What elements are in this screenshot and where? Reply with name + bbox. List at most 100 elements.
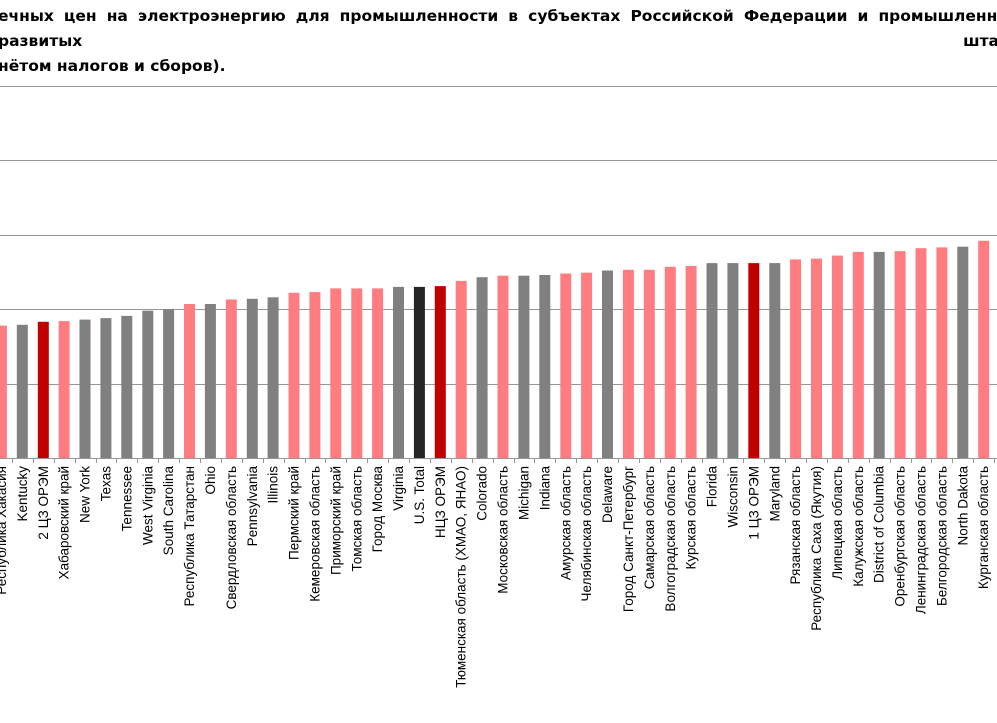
x-tick-label: Wisconsin xyxy=(725,466,740,528)
x-tick-label: Курская область xyxy=(684,466,699,569)
x-tick-label: U.S. Total xyxy=(412,466,427,524)
bar xyxy=(957,246,969,458)
bar xyxy=(351,288,363,458)
bar xyxy=(413,286,425,458)
bar xyxy=(184,304,195,458)
x-tick-label: Республика Саха (Якутия) xyxy=(809,466,824,631)
x-tick-label: Город Москва xyxy=(370,466,385,553)
x-tick-label: West Virginia xyxy=(140,466,155,546)
bar xyxy=(225,299,237,458)
x-tick-label: Республика Хакасия xyxy=(0,466,9,595)
bar xyxy=(811,258,822,458)
x-tick-label: Город Санкт-Петербург xyxy=(621,466,636,612)
x-axis-ticks xyxy=(12,458,995,463)
x-tick-label: Maryland xyxy=(767,466,782,522)
chart-title-line-2: нётом налогов и сборов). xyxy=(0,57,226,75)
x-tick-label: Michigan xyxy=(516,466,531,520)
x-tick-label: District of Columbia xyxy=(872,466,887,584)
chart-title-line-1: ечных цен на электроэнергию для промышле… xyxy=(0,7,997,50)
x-tick-label: Тюменская область (ХМАО, ЯНАО) xyxy=(454,466,469,688)
bar xyxy=(393,286,404,458)
x-tick-label: Ленинградская область xyxy=(914,466,929,614)
x-tick-label: Приморский край xyxy=(328,466,343,575)
bar xyxy=(622,269,634,458)
bar xyxy=(873,251,885,458)
x-tick-label: New York xyxy=(78,466,93,523)
bar xyxy=(643,269,655,458)
bar xyxy=(539,275,551,458)
x-tick-label: Indiana xyxy=(537,466,552,511)
bar xyxy=(163,309,175,458)
bar xyxy=(16,324,28,458)
bar xyxy=(330,288,342,458)
bar xyxy=(664,266,676,458)
bar xyxy=(852,251,864,458)
x-tick-label: Амурская область xyxy=(558,466,573,580)
bar xyxy=(497,275,509,458)
x-tick-label: Томская область xyxy=(349,466,364,572)
bars xyxy=(0,240,990,458)
bar xyxy=(121,315,133,458)
bar xyxy=(37,321,49,458)
bar xyxy=(288,292,300,458)
bar xyxy=(246,298,258,458)
bar xyxy=(727,263,739,458)
bar xyxy=(706,263,718,458)
bar xyxy=(518,275,530,458)
x-tick-label: Tennessee xyxy=(119,466,134,531)
x-tick-label: Рязанская область xyxy=(788,466,803,585)
bar xyxy=(748,263,760,458)
x-tick-label: НЦЗ ОРЭМ xyxy=(433,466,448,538)
x-tick-label: 2 ЦЗ ОРЭМ xyxy=(36,466,51,540)
x-tick-label: Липецкая область xyxy=(830,466,845,580)
bar xyxy=(267,297,279,458)
x-tick-label: North Dakota xyxy=(955,466,970,546)
x-tick-label: Челябинская область xyxy=(579,466,594,601)
x-tick-label: Волгоградская область xyxy=(663,466,678,612)
bar xyxy=(434,286,446,458)
bar xyxy=(100,318,112,458)
bar xyxy=(831,255,843,458)
x-tick-label: Ohio xyxy=(203,466,218,495)
x-tick-label: 1 ЦЗ ОРЭМ xyxy=(746,466,761,540)
bar xyxy=(602,270,613,458)
bar xyxy=(309,292,321,458)
bar xyxy=(978,240,990,458)
x-tick-label: Kentucky xyxy=(15,466,30,522)
x-tick-label: Пермский край xyxy=(287,466,302,560)
x-tick-label: Pennsylvania xyxy=(245,466,260,547)
x-tick-label: Оренбургская область xyxy=(893,466,908,607)
x-tick-label: Курганская область xyxy=(976,466,991,589)
x-axis-labels: Республика Хакасия Kentucky 2 ЦЗ ОРЭМ Хабар… xyxy=(0,466,991,688)
x-tick-label: Самарская область xyxy=(642,466,657,589)
bar xyxy=(915,248,927,458)
bar xyxy=(790,259,802,458)
bar xyxy=(204,304,216,458)
chart-title: ечных цен на электроэнергию для промышле… xyxy=(0,4,997,79)
bar xyxy=(0,325,7,458)
bar xyxy=(79,319,91,458)
bar xyxy=(769,263,781,458)
x-tick-label: Хабаровский край xyxy=(57,466,72,579)
bar xyxy=(894,251,906,458)
x-tick-label: Colorado xyxy=(475,466,490,521)
x-tick-label: Кемеровская область xyxy=(307,466,322,602)
bar xyxy=(372,288,384,458)
x-tick-label: Illinois xyxy=(266,466,281,504)
bar xyxy=(455,280,467,458)
bar xyxy=(581,272,593,458)
x-tick-label: Республика Татарстан xyxy=(182,466,197,607)
x-tick-label: Калужская область xyxy=(851,466,866,587)
bar xyxy=(560,273,572,458)
x-tick-label: South Carolina xyxy=(161,466,176,556)
x-tick-label: Свердловская область xyxy=(224,466,239,609)
bar xyxy=(936,247,948,458)
x-tick-label: Delaware xyxy=(600,466,615,523)
x-tick-label: Florida xyxy=(705,466,720,508)
bar xyxy=(142,310,154,458)
x-tick-label: Московская область xyxy=(496,466,511,594)
x-tick-label: Virginia xyxy=(391,466,406,511)
x-tick-label: Texas xyxy=(98,466,113,502)
bar xyxy=(58,321,70,458)
